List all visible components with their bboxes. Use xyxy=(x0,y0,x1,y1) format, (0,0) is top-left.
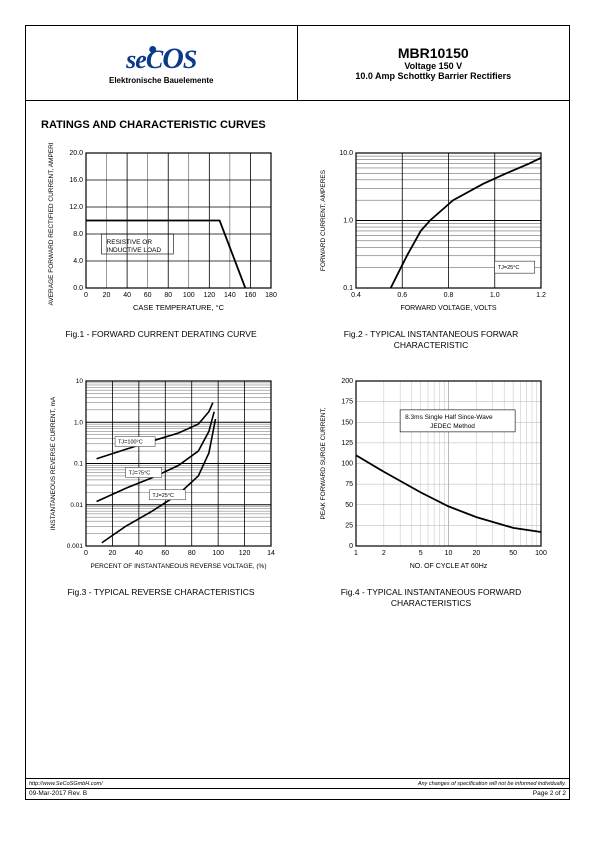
svg-text:50: 50 xyxy=(509,550,517,557)
fig1-caption: Fig.1 - FORWARD CURRENT DERATING CURVE xyxy=(41,329,281,340)
svg-text:1.0: 1.0 xyxy=(490,292,500,299)
svg-text:180: 180 xyxy=(265,292,277,299)
fig2-caption: Fig.2 - TYPICAL INSTANTANEOUS FORWAR CHA… xyxy=(311,329,551,351)
fig2: 0.4 0.6 0.8 1.0 1.2 0.1 1.0 10.0 TJ=25°C FORWARD … xyxy=(311,143,551,351)
svg-text:0.1: 0.1 xyxy=(74,461,83,468)
svg-text:120: 120 xyxy=(239,550,251,557)
svg-text:FORWARD VOLTAGE, VOLTS: FORWARD VOLTAGE, VOLTS xyxy=(400,305,496,312)
svg-text:PEAK FORWARD SURGE CURRENT,: PEAK FORWARD SURGE CURRENT, xyxy=(320,407,327,519)
description-line: 10.0 Amp Schottky Barrier Rectifiers xyxy=(355,71,511,81)
fig3: 0 20 40 60 80 100 120 14 0.001 0.01 0.1 1.0 10 TJ=100… xyxy=(41,371,281,609)
svg-text:75: 75 xyxy=(345,481,353,488)
svg-text:160: 160 xyxy=(245,292,257,299)
footer-line1: http://www.SeCoSGmbH.com/ Any changes of… xyxy=(26,778,569,787)
svg-text:NO. OF CYCLE AT 60Hz: NO. OF CYCLE AT 60Hz xyxy=(410,563,488,570)
svg-text:TJ=25°C: TJ=25°C xyxy=(498,265,520,271)
fig1: 0 20 40 60 80 100 120 140 160 180 0.0 4.0 8.0 12.0 16.… xyxy=(41,143,281,351)
section-title: RATINGS AND CHARACTERISTIC CURVES xyxy=(26,101,569,143)
svg-text:125: 125 xyxy=(341,440,353,447)
svg-text:20.0: 20.0 xyxy=(69,150,83,157)
svg-text:CASE TEMPERATURE, °C: CASE TEMPERATURE, °C xyxy=(133,303,225,312)
part-number: MBR10150 xyxy=(398,45,469,61)
svg-text:200: 200 xyxy=(341,378,353,385)
svg-text:TJ=100°C: TJ=100°C xyxy=(118,440,143,446)
svg-text:1.0: 1.0 xyxy=(74,419,83,426)
footer-page: Page 2 of 2 xyxy=(533,790,566,797)
svg-text:10: 10 xyxy=(76,378,84,385)
svg-text:10: 10 xyxy=(445,550,453,557)
logo-text: seC●OS xyxy=(126,42,196,76)
svg-text:0.1: 0.1 xyxy=(343,285,353,292)
svg-text:40: 40 xyxy=(135,550,143,557)
svg-text:175: 175 xyxy=(341,399,353,406)
svg-text:PERCENT OF INSTANTANEOUS REVER: PERCENT OF INSTANTANEOUS REVERSE VOLTAGE… xyxy=(90,563,266,570)
svg-text:8.0: 8.0 xyxy=(73,231,83,238)
svg-text:80: 80 xyxy=(188,550,196,557)
svg-text:10.0: 10.0 xyxy=(339,150,353,157)
fig4-caption: Fig.4 - TYPICAL INSTANTANEOUS FORWARD CH… xyxy=(311,587,551,609)
svg-text:0: 0 xyxy=(349,543,353,550)
svg-text:40: 40 xyxy=(123,292,131,299)
fig3-caption: Fig.3 - TYPICAL REVERSE CHARACTERISTICS xyxy=(41,587,281,598)
svg-text:FORWARD CURRENT, AMPERES: FORWARD CURRENT, AMPERES xyxy=(320,169,327,271)
svg-text:16.0: 16.0 xyxy=(69,177,83,184)
svg-text:100: 100 xyxy=(212,550,224,557)
svg-text:1.2: 1.2 xyxy=(536,292,546,299)
svg-text:25: 25 xyxy=(345,522,353,529)
svg-text:100: 100 xyxy=(183,292,195,299)
svg-text:100: 100 xyxy=(535,550,547,557)
svg-text:JEDEC Method: JEDEC Method xyxy=(430,423,475,430)
svg-text:0: 0 xyxy=(84,292,88,299)
svg-text:0.0: 0.0 xyxy=(73,285,83,292)
svg-text:RESISTIVE OR: RESISTIVE OR xyxy=(107,239,153,246)
svg-text:80: 80 xyxy=(164,292,172,299)
svg-text:50: 50 xyxy=(345,502,353,509)
logo-subtitle: Elektronische Bauelemente xyxy=(109,76,213,85)
svg-text:150: 150 xyxy=(341,419,353,426)
svg-text:0: 0 xyxy=(84,550,88,557)
voltage-line: Voltage 150 V xyxy=(404,61,462,71)
svg-text:20: 20 xyxy=(103,292,111,299)
svg-text:4.0: 4.0 xyxy=(73,258,83,265)
header: seC●OS Elektronische Bauelemente MBR1015… xyxy=(26,26,569,101)
svg-text:12.0: 12.0 xyxy=(69,204,83,211)
fig4: 12510205010002550751001251501752008.3ms … xyxy=(311,371,551,609)
footer-rev: 09-Mar-2017 Rev. B xyxy=(29,790,87,797)
svg-text:60: 60 xyxy=(144,292,152,299)
svg-text:0.4: 0.4 xyxy=(351,292,361,299)
svg-text:TJ=75°C: TJ=75°C xyxy=(129,471,151,477)
svg-text:0.001: 0.001 xyxy=(67,543,84,550)
footer-line2: 09-Mar-2017 Rev. B Page 2 of 2 xyxy=(26,788,569,797)
svg-text:60: 60 xyxy=(161,550,169,557)
svg-text:TJ=25°C: TJ=25°C xyxy=(152,493,174,499)
logo-block: seC●OS Elektronische Bauelemente xyxy=(26,26,298,100)
svg-text:0.01: 0.01 xyxy=(70,502,83,509)
svg-text:0.8: 0.8 xyxy=(444,292,454,299)
svg-text:8.3ms Single Half Since-Wave: 8.3ms Single Half Since-Wave xyxy=(405,414,493,421)
footer-url: http://www.SeCoSGmbH.com/ xyxy=(29,781,103,787)
footer-disclaimer: Any changes of specification will not be… xyxy=(418,781,566,787)
svg-text:INSTANTANEOUS REVERSE CURRENT,: INSTANTANEOUS REVERSE CURRENT, mA xyxy=(50,396,57,530)
svg-text:0.6: 0.6 xyxy=(397,292,407,299)
charts-grid: 0204060801001201401601800.04.08.012.016.… xyxy=(26,143,569,609)
svg-text:20: 20 xyxy=(109,550,117,557)
svg-text:INDUCTIVE LOAD: INDUCTIVE LOAD xyxy=(107,247,162,254)
svg-text:100: 100 xyxy=(341,461,353,468)
svg-text:14: 14 xyxy=(267,550,275,557)
svg-text:2: 2 xyxy=(382,550,386,557)
svg-text:140: 140 xyxy=(224,292,236,299)
svg-text:20: 20 xyxy=(472,550,480,557)
svg-text:120: 120 xyxy=(203,292,215,299)
svg-text:5: 5 xyxy=(419,550,423,557)
header-info: MBR10150 Voltage 150 V 10.0 Amp Schottky… xyxy=(298,26,570,100)
svg-text:1.0: 1.0 xyxy=(343,218,353,225)
svg-text:AVERAGE FORWARD RECTIFIED CURR: AVERAGE FORWARD RECTIFIED CURRENT, AMPER… xyxy=(48,143,55,305)
svg-text:1: 1 xyxy=(354,550,358,557)
